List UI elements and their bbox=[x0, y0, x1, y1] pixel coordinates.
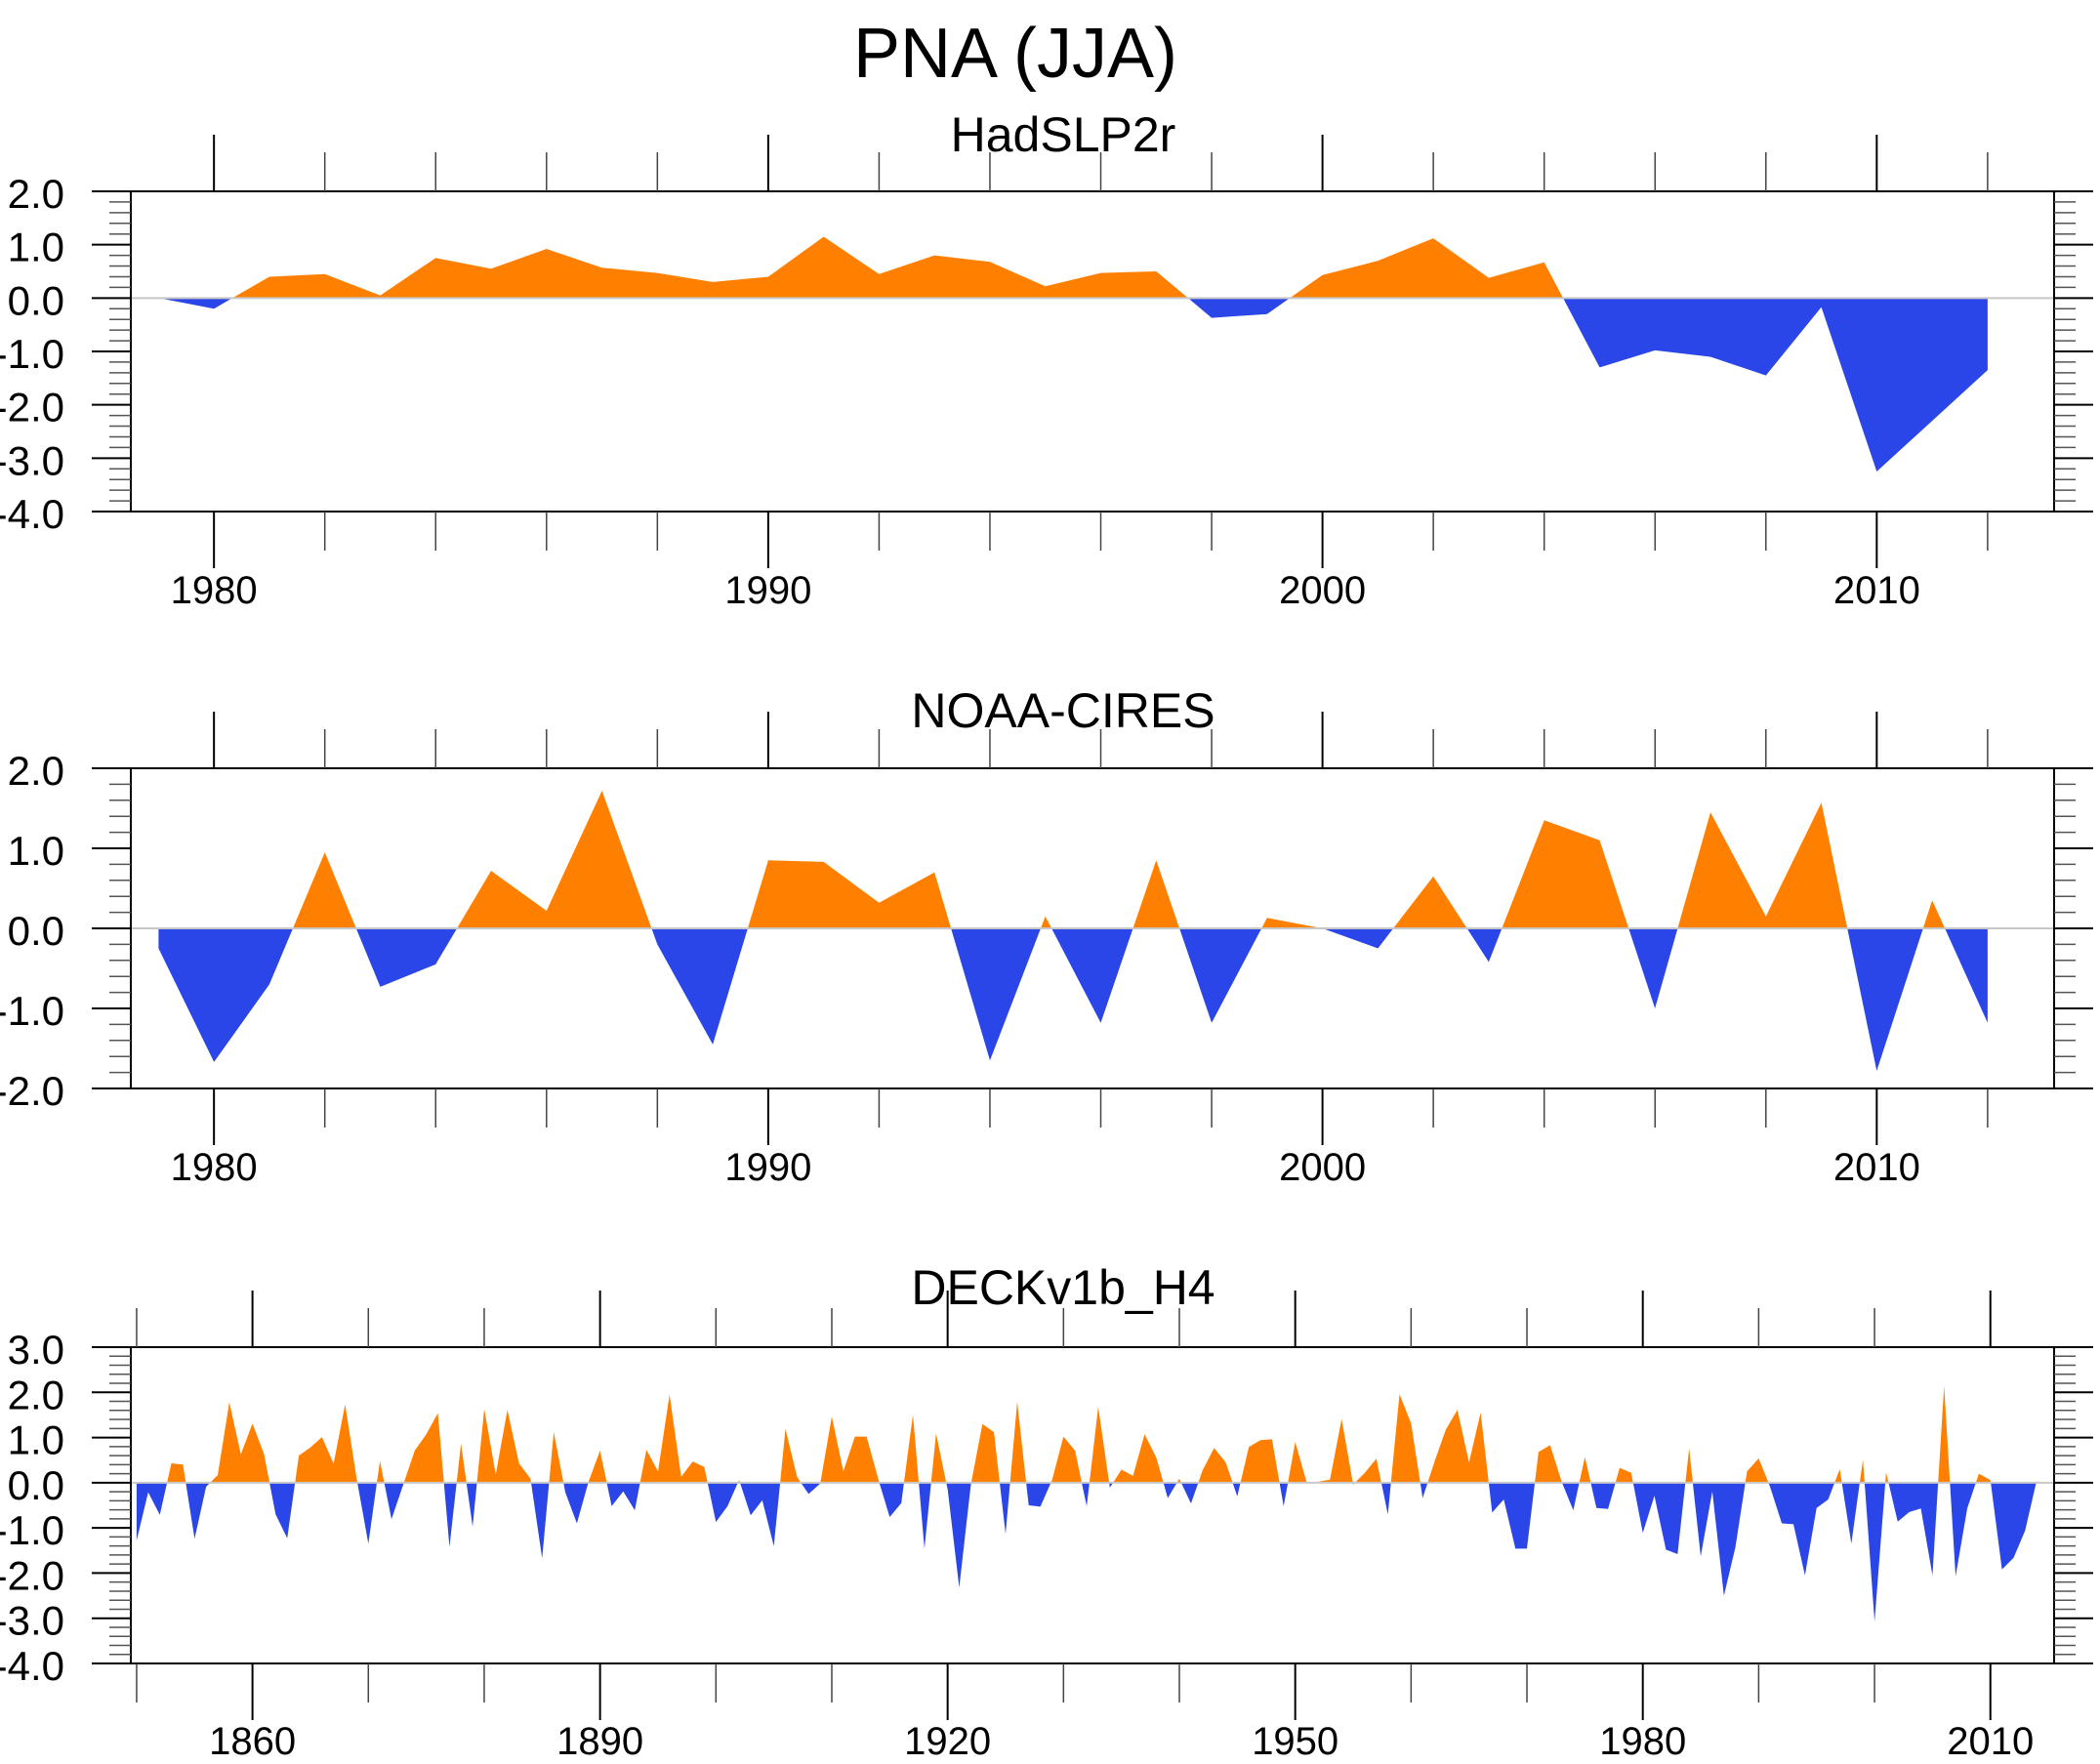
y-tick-label: -2.0 bbox=[0, 1552, 64, 1598]
x-tick-label: 1990 bbox=[724, 569, 811, 612]
x-tick-label: 2010 bbox=[1833, 569, 1920, 612]
panel-title: HadSLP2r bbox=[951, 107, 1176, 162]
y-axis: 3.02.01.00.0-1.0-2.0-3.0-4.0 bbox=[0, 1327, 2093, 1689]
x-tick-label: 2000 bbox=[1279, 569, 1366, 612]
figure-title: PNA (JJA) bbox=[852, 15, 1178, 93]
x-axis: 1980 1990 2000 2010 bbox=[171, 135, 1989, 612]
x-tick-label: 2010 bbox=[1947, 1720, 2034, 1763]
x-tick-label: 2010 bbox=[1833, 1146, 1920, 1189]
y-axis: 2.0 1.0 0.0 -1.0 -2.0 -3.0 -4.0 bbox=[0, 171, 2093, 537]
y-tick-label: -4.0 bbox=[0, 1643, 64, 1689]
x-tick-label: 1990 bbox=[724, 1146, 811, 1189]
positive-area bbox=[158, 236, 1988, 299]
y-tick-label: -3.0 bbox=[0, 1598, 64, 1644]
y-tick-label: -1.0 bbox=[0, 1507, 64, 1553]
y-tick-label: -3.0 bbox=[0, 437, 64, 483]
y-tick-label: 2.0 bbox=[8, 171, 64, 217]
x-tick-label: 1980 bbox=[171, 569, 258, 612]
y-tick-label: 3.0 bbox=[8, 1327, 64, 1373]
panel-title: DECKv1b_H4 bbox=[911, 1260, 1215, 1315]
panel-2: NOAA-CIRES 2.0 1.0 0.0 -1.0 -2.0 1980 1990 2000 2… bbox=[0, 683, 2093, 1189]
panel-3: DECKv1b_H43.02.01.00.0-1.0-2.0-3.0-4.018… bbox=[0, 1260, 2093, 1763]
negative-area bbox=[158, 928, 1988, 1071]
y-tick-label: 1.0 bbox=[8, 225, 64, 270]
y-tick-label: -4.0 bbox=[0, 491, 64, 537]
x-tick-label: 1980 bbox=[171, 1146, 258, 1189]
positive-area bbox=[158, 791, 1988, 928]
negative-area bbox=[158, 298, 1988, 472]
y-tick-label: -1.0 bbox=[0, 331, 64, 377]
y-axis: 2.0 1.0 0.0 -1.0 -2.0 bbox=[0, 748, 2093, 1114]
y-tick-label: 0.0 bbox=[8, 277, 64, 323]
y-tick-label: 0.0 bbox=[8, 908, 64, 954]
x-tick-label: 1980 bbox=[1599, 1720, 1686, 1763]
x-tick-label: 1950 bbox=[1252, 1720, 1338, 1763]
plot-frame bbox=[130, 1346, 2055, 1664]
y-tick-label: 1.0 bbox=[8, 828, 64, 874]
x-axis: 1980 1990 2000 2010 bbox=[171, 712, 1989, 1189]
x-tick-label: 1860 bbox=[209, 1720, 296, 1763]
x-axis: 1860 1890 1920 1950 1980 2010 bbox=[136, 1291, 2034, 1763]
y-tick-label: -2.0 bbox=[0, 1068, 64, 1114]
panel-title: NOAA-CIRES bbox=[911, 683, 1215, 738]
y-tick-label: -1.0 bbox=[0, 988, 64, 1034]
x-tick-label: 1920 bbox=[904, 1720, 991, 1763]
x-tick-label: 1890 bbox=[556, 1720, 643, 1763]
y-tick-label: 0.0 bbox=[8, 1462, 64, 1508]
y-tick-label: 2.0 bbox=[8, 1372, 64, 1417]
y-tick-label: 2.0 bbox=[8, 748, 64, 794]
x-tick-label: 2000 bbox=[1279, 1146, 1366, 1189]
panel-1: HadSLP2r 2.0 1.0 0.0 -1.0 -2.0 -3.0 -4.0 1980 199… bbox=[0, 107, 2093, 612]
positive-area bbox=[136, 1385, 2038, 1483]
negative-area bbox=[136, 1482, 2038, 1621]
y-tick-label: 1.0 bbox=[8, 1417, 64, 1463]
y-tick-label: -2.0 bbox=[0, 385, 64, 431]
